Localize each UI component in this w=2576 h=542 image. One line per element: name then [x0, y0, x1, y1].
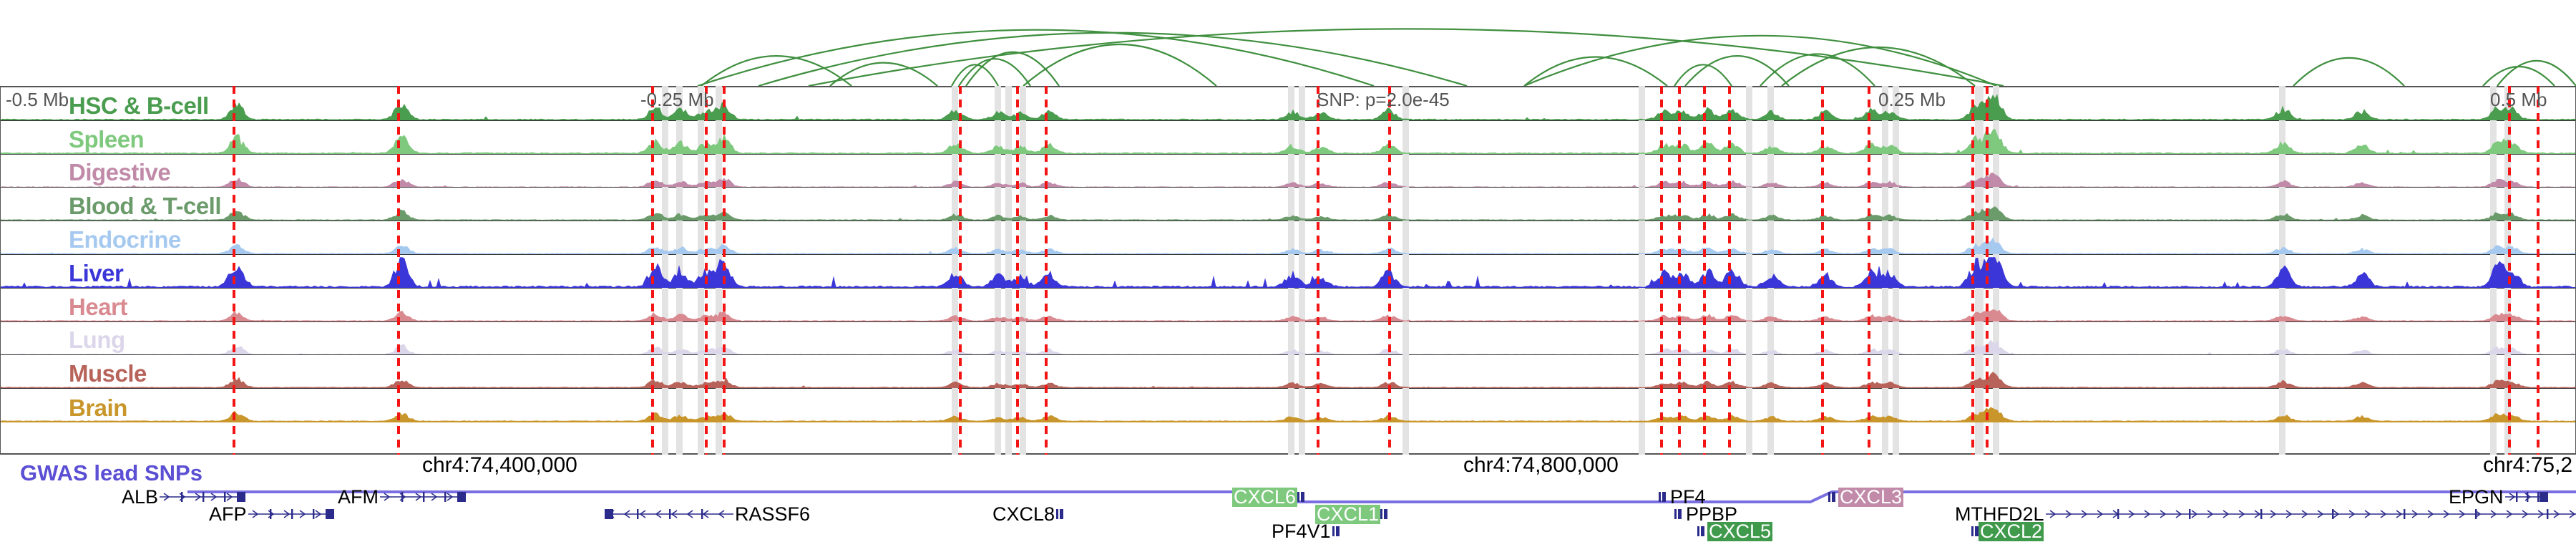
gene-pf4v1[interactable]: PF4V1: [1270, 521, 1342, 541]
gene-model: [1056, 507, 1072, 523]
gene-label: MTHFD2L: [1955, 503, 2044, 526]
gene-model: [2045, 507, 2576, 523]
track-brain[interactable]: Brain: [1, 389, 2575, 422]
track-lung[interactable]: Lung: [1, 322, 2575, 356]
gene-label: PF4V1: [1272, 521, 1331, 542]
track-label: HSC & B-cell: [69, 92, 209, 119]
coordinate-label: chr4:74,800,000: [1463, 453, 1619, 477]
track-label: Lung: [69, 326, 125, 354]
gene-label: CXCL5: [1707, 521, 1773, 542]
ruler-tick-label: -0.25 Mb: [640, 89, 714, 110]
gene-model: [1971, 524, 1979, 540]
track-endocrine[interactable]: Endocrine: [1, 221, 2575, 255]
gene-model: [1297, 490, 1313, 505]
gene-model: [1659, 490, 1669, 505]
snp-pvalue-annotation: SNP: p=2.0e-45: [1317, 89, 1450, 110]
coordinate-label: chr4:74,400,000: [422, 453, 577, 477]
signal-profile: [1, 339, 2575, 355]
signal-profile: [1, 309, 2575, 321]
signal-profile: [1, 257, 2575, 288]
gene-label: AFP: [209, 503, 247, 526]
gene-afm[interactable]: AFM: [336, 487, 466, 507]
gene-model: [248, 507, 334, 523]
gene-model: [1332, 524, 1342, 540]
arcs-svg: [697, 28, 2576, 87]
gene-afp[interactable]: AFP: [208, 504, 334, 524]
gene-label: CXCL2: [1979, 521, 2044, 542]
gwas-coordinate-strip: GWAS lead SNPs chr4:74,400,000 chr4:74,80…: [0, 453, 2576, 537]
gene-epgn[interactable]: EPGN: [2447, 487, 2548, 507]
signal-profile: [1, 172, 2575, 188]
gene-cxcl8[interactable]: CXCL8: [991, 504, 1072, 524]
track-label: Heart: [69, 293, 127, 320]
track-heart[interactable]: Heart: [1, 289, 2575, 322]
signal-profile: [1, 94, 2575, 120]
gene-cxcl2[interactable]: CXCL2: [1971, 521, 2044, 542]
track-label: Muscle: [69, 360, 147, 387]
gene-label: AFM: [338, 486, 379, 508]
ruler-tick-label: 0.5 Mb: [2490, 89, 2547, 110]
gene-model: [2504, 490, 2548, 505]
track-blood-t-cell[interactable]: Blood & T-cell: [1, 188, 2575, 222]
gwas-connector-line: [187, 490, 2576, 503]
track-digestive[interactable]: Digestive: [1, 155, 2575, 188]
gene-mthfd2l[interactable]: MTHFD2L: [1953, 504, 2576, 524]
track-liver[interactable]: Liver: [1, 255, 2575, 289]
gene-label: CXCL1: [1315, 503, 1381, 526]
gene-cxcl1[interactable]: CXCL1: [1315, 503, 1396, 526]
signal-profile: [1, 237, 2575, 254]
gene-cxcl5[interactable]: CXCL5: [1697, 521, 1773, 542]
coordinate-label: chr4:75,2: [2483, 453, 2573, 477]
gene-label: CXCL3: [1838, 486, 1904, 508]
track-label: Liver: [69, 259, 124, 286]
tissue-signal-tracks: HSC & B-cell Spleen Digestive Blood & T-cel…: [0, 86, 2576, 455]
track-label: Endocrine: [69, 226, 181, 253]
gene-model: [160, 490, 246, 505]
gene-model: [605, 507, 733, 523]
track-label: Digestive: [69, 159, 171, 186]
gene-rassf6[interactable]: RASSF6: [605, 504, 811, 524]
track-hsc-b-cell[interactable]: HSC & B-cell: [1, 87, 2575, 121]
gene-model: [1697, 524, 1707, 540]
gene-label: CXCL6: [1232, 486, 1298, 508]
gene-alb[interactable]: ALB: [120, 486, 246, 508]
gene-label: PPBP: [1686, 503, 1738, 526]
signal-profile: [1, 407, 2575, 422]
gene-annotation-track: ALB AFP AFM RASSF6 CXCL8 CXCL6 CXCL1 PF4V1 PF4 PP…: [0, 486, 2576, 542]
track-spleen[interactable]: Spleen: [1, 121, 2575, 155]
gene-label: CXCL8: [992, 503, 1055, 526]
gene-pf4[interactable]: PF4: [1659, 487, 1707, 507]
track-muscle[interactable]: Muscle: [1, 355, 2575, 389]
gene-model: [1380, 507, 1396, 523]
gene-model: [1828, 490, 1838, 505]
gene-model: [1674, 507, 1684, 523]
gene-label: RASSF6: [735, 503, 811, 526]
ruler-tick-label: -0.5 Mb: [6, 89, 69, 110]
signal-profile: [1, 206, 2575, 221]
gwas-lead-snps-label: GWAS lead SNPs: [20, 460, 203, 485]
gene-label: EPGN: [2449, 486, 2504, 508]
ruler-tick-label: 0.25 Mb: [1878, 89, 1946, 110]
gene-ppbp[interactable]: PPBP: [1674, 504, 1739, 524]
chromatin-loop-arcs: [0, 0, 2576, 87]
signal-profile: [1, 372, 2575, 389]
gene-cxcl3[interactable]: CXCL3: [1828, 486, 1904, 508]
gene-model: [380, 490, 466, 505]
signal-profile: [1, 128, 2575, 154]
track-label: Spleen: [69, 125, 145, 153]
gene-label: ALB: [122, 486, 159, 508]
track-label: Blood & T-cell: [69, 193, 222, 220]
gene-cxcl6[interactable]: CXCL6: [1232, 486, 1313, 508]
track-label: Brain: [69, 394, 127, 421]
gene-label: PF4: [1670, 486, 1706, 508]
